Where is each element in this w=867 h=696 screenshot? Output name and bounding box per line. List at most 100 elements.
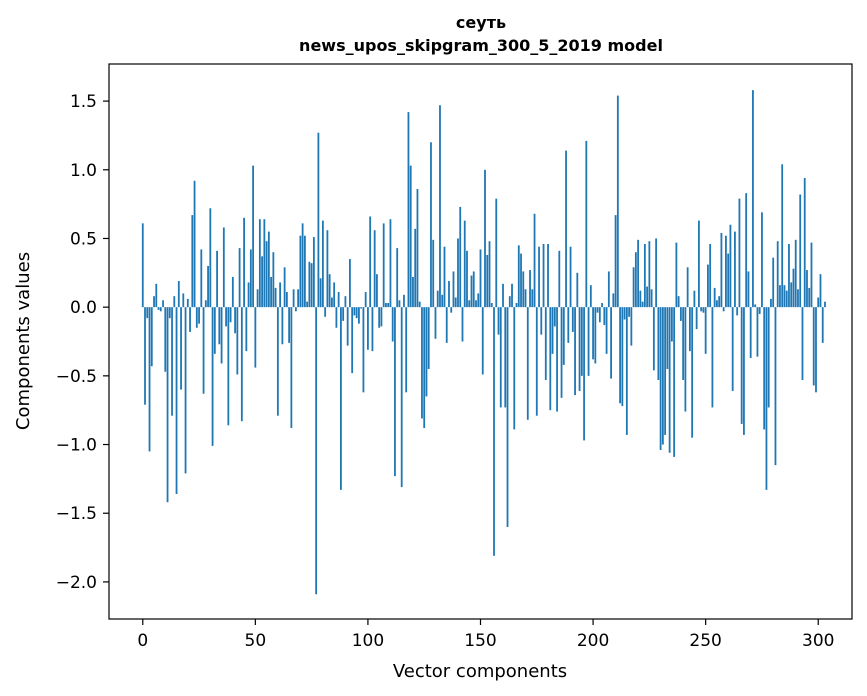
bar	[204, 300, 207, 308]
bar	[407, 112, 410, 308]
bar	[553, 307, 556, 327]
bar	[427, 307, 430, 369]
bar	[558, 250, 561, 308]
bar	[772, 257, 775, 308]
bar	[812, 307, 815, 386]
bar	[385, 303, 387, 308]
bar	[177, 281, 180, 308]
y-tick-label: −2.0	[56, 573, 97, 593]
bar	[792, 268, 795, 308]
bar	[299, 235, 302, 308]
bar	[657, 307, 660, 380]
bar	[722, 307, 725, 312]
bar	[515, 303, 518, 308]
bar	[173, 296, 176, 308]
bar	[614, 215, 617, 308]
bar	[290, 307, 293, 429]
bar	[727, 253, 730, 308]
bar	[191, 215, 194, 308]
bar	[716, 300, 718, 308]
bar	[583, 307, 585, 441]
x-tick-label: 50	[245, 631, 267, 651]
bar	[522, 271, 525, 308]
bar	[594, 307, 597, 364]
bar	[306, 301, 309, 308]
bar	[612, 293, 615, 308]
bar	[693, 290, 696, 308]
bar	[202, 307, 205, 394]
bar	[333, 282, 336, 308]
bar	[729, 224, 732, 308]
bar	[285, 292, 288, 308]
bar	[571, 307, 574, 332]
bar	[585, 140, 588, 308]
bar	[495, 198, 498, 308]
bar	[666, 307, 669, 369]
bar	[441, 294, 444, 308]
bar	[538, 246, 540, 308]
bar	[448, 281, 450, 308]
bar	[317, 132, 320, 308]
bar	[398, 300, 401, 308]
bar	[824, 301, 826, 308]
bar	[650, 289, 653, 308]
bar	[468, 300, 471, 308]
bar	[331, 297, 333, 308]
bar	[222, 227, 225, 308]
bar	[349, 259, 351, 308]
bar	[227, 307, 230, 426]
bar	[754, 304, 757, 308]
bar	[499, 307, 502, 408]
bar	[747, 271, 750, 308]
bar	[351, 307, 354, 374]
bar	[412, 276, 414, 308]
bar	[382, 223, 385, 308]
bar	[529, 270, 531, 308]
bar	[619, 307, 621, 404]
bar	[189, 307, 191, 332]
bar	[578, 307, 581, 391]
bar	[472, 271, 475, 308]
bar	[240, 307, 243, 422]
bar	[166, 307, 169, 503]
bar	[303, 235, 306, 308]
bar	[360, 307, 363, 309]
x-tick-label: 250	[689, 631, 721, 651]
bar	[551, 307, 554, 354]
chart-title-line-1: сеуть	[456, 13, 506, 32]
bar	[261, 256, 263, 308]
bar	[664, 307, 667, 435]
bar	[756, 307, 759, 357]
bar	[288, 307, 291, 343]
bar	[691, 307, 694, 438]
bar	[470, 275, 473, 308]
bar	[279, 282, 282, 308]
bar	[819, 274, 822, 308]
bar	[276, 307, 279, 416]
bar	[335, 307, 338, 328]
bar	[659, 307, 662, 451]
bar	[355, 307, 358, 319]
bar	[610, 307, 612, 379]
bar	[439, 105, 441, 308]
bar	[477, 293, 480, 308]
bar	[454, 297, 457, 308]
bar	[256, 289, 259, 308]
bar	[625, 307, 628, 435]
bar	[576, 272, 579, 308]
bar	[785, 290, 788, 308]
bar	[193, 180, 196, 308]
bar	[601, 303, 603, 308]
bar	[679, 307, 682, 321]
bar	[592, 307, 594, 360]
bar	[781, 164, 784, 308]
bar	[180, 307, 182, 390]
bar	[686, 267, 689, 308]
bar	[542, 243, 545, 308]
bar	[511, 283, 513, 308]
bar	[695, 307, 698, 330]
bar	[396, 248, 399, 308]
bar	[387, 303, 390, 308]
bar	[740, 307, 743, 424]
